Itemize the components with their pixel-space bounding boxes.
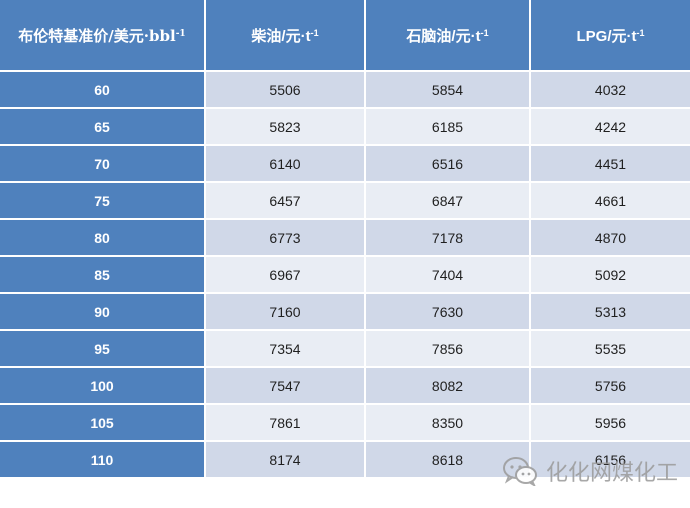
naphtha-cell: 8618 [365,441,531,479]
lpg-cell: 5092 [530,256,690,294]
header-naphtha: 石脑油/元·t-1 [365,0,531,72]
table-row: 105 7861 8350 5956 [0,404,690,442]
naphtha-cell: 7178 [365,219,531,257]
brent-price-cell: 70 [0,145,206,183]
naphtha-cell: 7856 [365,330,531,368]
diesel-cell: 7547 [205,367,366,405]
watermark: 化化网煤化工 [502,455,678,487]
brent-price-cell: 100 [0,367,206,405]
lpg-cell: 4242 [530,108,690,146]
table-row: 70 6140 6516 4451 [0,145,690,183]
lpg-cell: 4032 [530,71,690,109]
brent-price-cell: 60 [0,71,206,109]
diesel-cell: 5506 [205,71,366,109]
table-row: 60 5506 5854 4032 [0,71,690,109]
lpg-cell: 5756 [530,367,690,405]
header-brent-price: 布伦特基准价/美元·bbl-1 [0,0,206,72]
brent-price-cell: 75 [0,182,206,220]
diesel-cell: 6773 [205,219,366,257]
table-row: 100 7547 8082 5756 [0,367,690,405]
diesel-cell: 6967 [205,256,366,294]
table-body: 60 5506 5854 4032 65 5823 6185 4242 70 6140 6516… [0,71,690,479]
brent-price-cell: 85 [0,256,206,294]
watermark-text: 化化网煤化工 [545,461,678,486]
table-row: 90 7160 7630 5313 [0,293,690,331]
diesel-cell: 7160 [205,293,366,331]
table-header: 布伦特基准价/美元·bbl-1 柴油/元·t-1 石脑油/元·t-1 LPG/元… [0,0,690,72]
naphtha-cell: 6185 [365,108,531,146]
naphtha-cell: 6516 [365,145,531,183]
header-diesel: 柴油/元·t-1 [205,0,366,72]
lpg-cell: 5956 [530,404,690,442]
brent-price-cell: 80 [0,219,206,257]
lpg-cell: 5535 [530,330,690,368]
brent-price-cell: 90 [0,293,206,331]
diesel-cell: 5823 [205,108,366,146]
diesel-cell: 7354 [205,330,366,368]
wechat-icon [502,457,537,486]
naphtha-cell: 8350 [365,404,531,442]
header-row: 布伦特基准价/美元·bbl-1 柴油/元·t-1 石脑油/元·t-1 LPG/元… [0,0,690,72]
brent-price-cell: 95 [0,330,206,368]
naphtha-cell: 7630 [365,293,531,331]
lpg-cell: 4451 [530,145,690,183]
diesel-cell: 7861 [205,404,366,442]
lpg-cell: 4870 [530,219,690,257]
table-row: 95 7354 7856 5535 [0,330,690,368]
brent-price-cell: 110 [0,441,206,479]
table-row: 80 6773 7178 4870 [0,219,690,257]
brent-price-cell: 65 [0,108,206,146]
diesel-cell: 8174 [205,441,366,479]
naphtha-cell: 5854 [365,71,531,109]
table-row: 75 6457 6847 4661 [0,182,690,220]
naphtha-cell: 7404 [365,256,531,294]
brent-price-cell: 105 [0,404,206,442]
lpg-cell: 4661 [530,182,690,220]
naphtha-cell: 6847 [365,182,531,220]
naphtha-cell: 8082 [365,367,531,405]
table-row: 110 8174 8618 6156 [0,441,690,479]
lpg-cell: 6156 [530,441,690,479]
diesel-cell: 6457 [205,182,366,220]
header-lpg: LPG/元·t-1 [530,0,690,72]
table-row: 65 5823 6185 4242 [0,108,690,146]
price-table: 布伦特基准价/美元·bbl-1 柴油/元·t-1 石脑油/元·t-1 LPG/元… [0,0,690,479]
table-row: 85 6967 7404 5092 [0,256,690,294]
lpg-cell: 5313 [530,293,690,331]
diesel-cell: 6140 [205,145,366,183]
